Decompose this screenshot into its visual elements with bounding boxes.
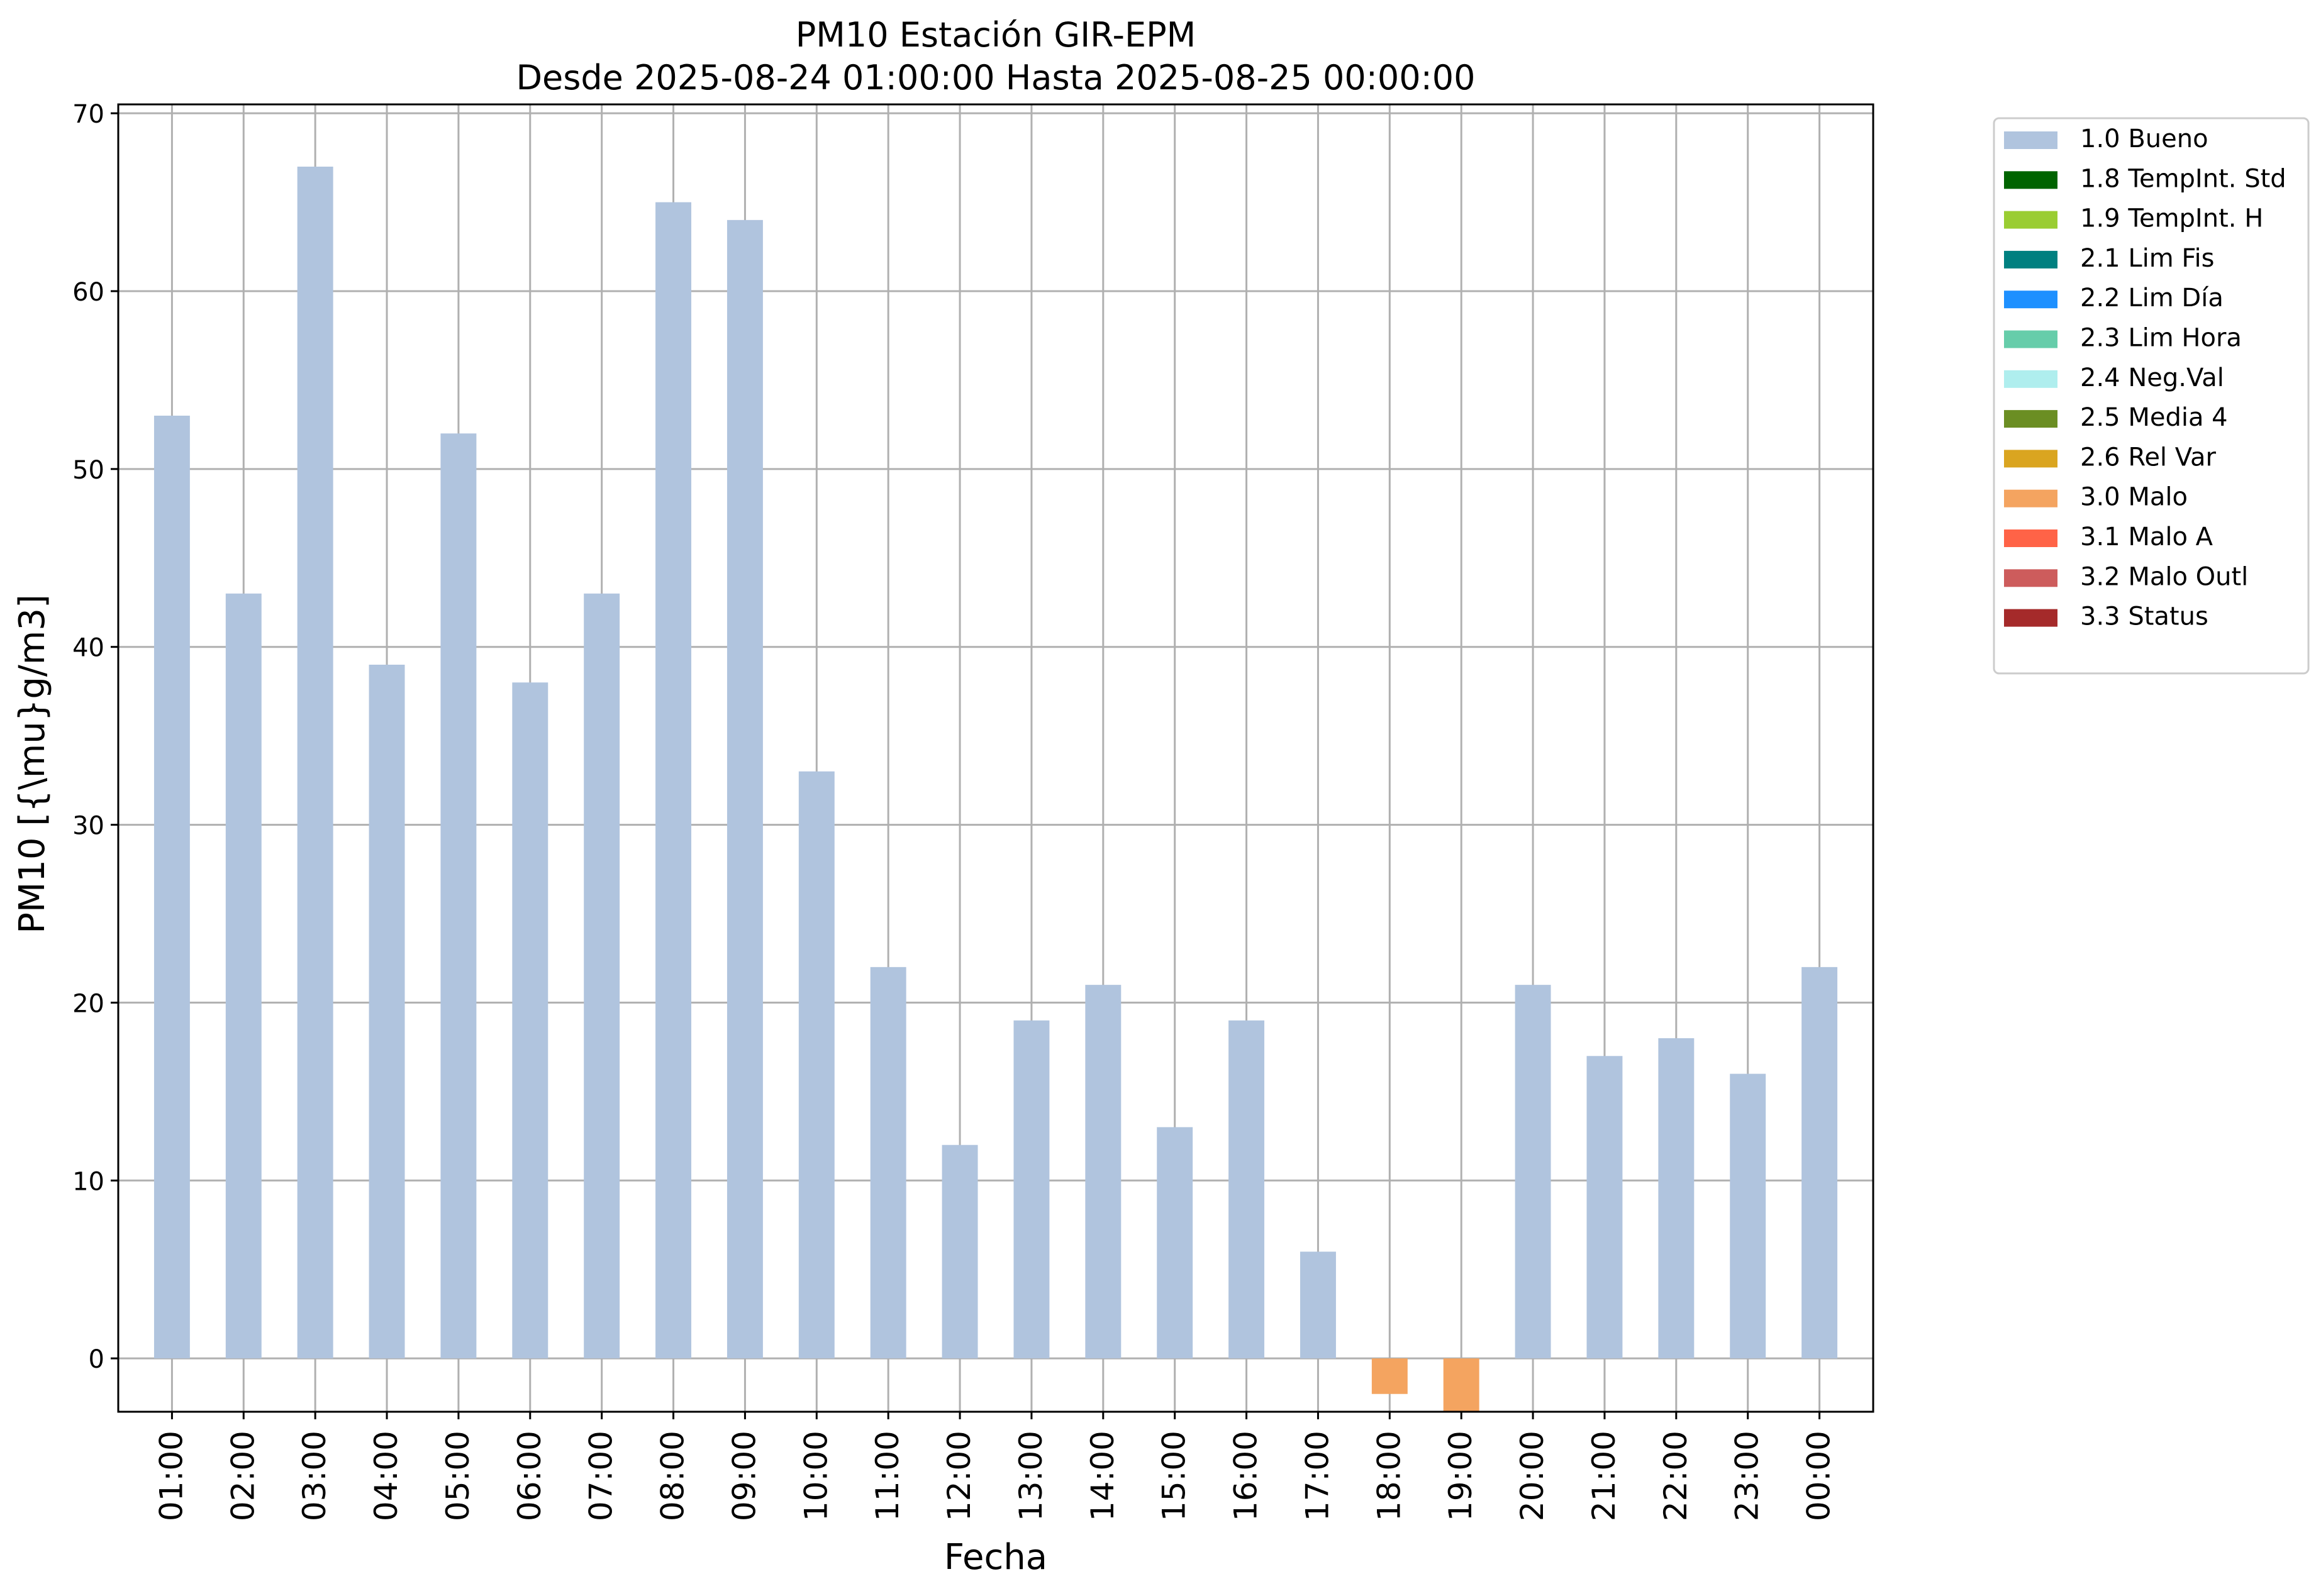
legend-label-2-2-lim-d-a: 2.2 Lim Día: [2080, 284, 2224, 313]
bar-1000: [798, 771, 835, 1359]
legend-swatch-3-1-malo-a: [2004, 529, 2057, 547]
x-tick-label: 22:00: [1657, 1431, 1694, 1521]
bar-0000: [1801, 967, 1838, 1359]
legend-swatch-3-2-malo-outl: [2004, 569, 2057, 587]
x-tick-label: 03:00: [296, 1431, 333, 1521]
legend-label-2-1-lim-fis: 2.1 Lim Fis: [2080, 244, 2214, 273]
chart-title: PM10 Estación GIR-EPM: [796, 15, 1196, 55]
bar-0600: [512, 682, 548, 1359]
legend-swatch-2-3-lim-hora: [2004, 330, 2057, 348]
x-tick-label: 19:00: [1442, 1431, 1479, 1521]
bar-0700: [584, 593, 620, 1359]
legend-label-1-9-tempint-h: 1.9 TempInt. H: [2080, 204, 2263, 233]
bar-1800: [1371, 1358, 1408, 1394]
bar-1700: [1300, 1251, 1336, 1359]
legend-label-1-0-bueno: 1.0 Bueno: [2080, 125, 2208, 153]
x-tick-label: 18:00: [1371, 1431, 1407, 1521]
bar-1400: [1085, 985, 1122, 1359]
y-axis: 0 10 20 30 40 50 60 70: [72, 100, 118, 1374]
y-tick-label: 0: [89, 1345, 104, 1374]
legend-frame: [1993, 117, 2310, 675]
x-tick-label: 13:00: [1013, 1431, 1049, 1521]
legend-swatch-1-9-tempint-h: [2004, 211, 2057, 229]
legend-label-1-8-tempint-std: 1.8 TempInt. Std: [2080, 164, 2286, 193]
y-tick-label: 20: [72, 989, 104, 1018]
legend-label-3-1-malo-a: 3.1 Malo A: [2080, 523, 2213, 551]
legend-label-2-3-lim-hora: 2.3 Lim Hora: [2080, 324, 2242, 353]
legend-label-2-4-neg-val: 2.4 Neg.Val: [2080, 363, 2224, 392]
legend-swatch-3-3-status: [2004, 609, 2057, 627]
bar-0100: [153, 416, 190, 1359]
bar-2100: [1586, 1056, 1623, 1359]
plot-frame: [117, 103, 1874, 1413]
bar-0300: [297, 167, 333, 1359]
y-tick-label: 30: [72, 812, 104, 841]
legend-label-3-2-malo-outl: 3.2 Malo Outl: [2080, 562, 2248, 591]
legend-label-3-3-status: 3.3 Status: [2080, 602, 2208, 631]
y-tick-label: 10: [72, 1167, 104, 1196]
legend-swatch-1-0-bueno: [2004, 131, 2057, 149]
x-axis-label: Fecha: [944, 1537, 1047, 1578]
x-tick-label: 20:00: [1514, 1431, 1550, 1521]
legend-label-2-5-media-4: 2.5 Media 4: [2080, 403, 2228, 432]
bar-1100: [870, 967, 906, 1359]
x-tick-label: 01:00: [153, 1431, 189, 1521]
legend-label-3-0-malo: 3.0 Malo: [2080, 483, 2188, 512]
legend-swatch-2-5-media-4: [2004, 410, 2057, 428]
x-tick-label: 00:00: [1801, 1431, 1837, 1521]
legend-swatch-2-2-lim-d-a: [2004, 291, 2057, 309]
x-tick-label: 23:00: [1729, 1431, 1766, 1521]
legend-swatch-2-6-rel-var: [2004, 450, 2057, 468]
bars: [153, 167, 1838, 1412]
chart-subtitle: Desde 2025-08-24 01:00:00 Hasta 2025-08-…: [516, 58, 1475, 97]
bar-0500: [440, 433, 477, 1359]
x-tick-label: 21:00: [1586, 1431, 1622, 1521]
legend-swatch-1-8-tempint-std: [2004, 171, 2057, 189]
y-tick-label: 50: [72, 456, 104, 485]
x-tick-label: 16:00: [1228, 1431, 1264, 1521]
legend-swatch-2-1-lim-fis: [2004, 250, 2057, 269]
bar-1200: [942, 1144, 978, 1359]
x-tick-label: 04:00: [368, 1431, 404, 1521]
x-tick-label: 07:00: [583, 1431, 620, 1521]
x-tick-label: 06:00: [511, 1431, 548, 1521]
x-tick-label: 12:00: [941, 1431, 977, 1521]
bar-2000: [1515, 985, 1551, 1359]
bar-0900: [727, 219, 763, 1359]
x-tick-label: 10:00: [798, 1431, 834, 1521]
x-tick-label: 08:00: [655, 1431, 691, 1521]
y-axis-label: PM10 [{\mu}g/m3]: [12, 594, 53, 934]
bar-0400: [369, 665, 405, 1359]
x-tick-label: 14:00: [1084, 1431, 1121, 1521]
x-tick-label: 05:00: [440, 1431, 476, 1521]
bar-1600: [1228, 1020, 1265, 1359]
x-axis: 01:00 02:00 03:00 04:00 05:00 06:00 07:00 08:00…: [153, 1412, 1837, 1521]
bar-0800: [655, 202, 692, 1359]
x-tick-label: 09:00: [726, 1431, 762, 1521]
x-tick-label: 15:00: [1156, 1431, 1193, 1521]
legend-swatch-3-0-malo: [2004, 489, 2057, 507]
bar-1900: [1443, 1358, 1479, 1412]
y-tick-label: 60: [72, 278, 104, 307]
x-tick-label: 11:00: [869, 1431, 906, 1521]
legend-swatch-2-4-neg-val: [2004, 370, 2057, 388]
bar-0200: [225, 593, 262, 1359]
x-tick-label: 17:00: [1299, 1431, 1335, 1521]
legend-label-2-6-rel-var: 2.6 Rel Var: [2080, 443, 2217, 472]
bar-2200: [1658, 1038, 1695, 1359]
bar-1500: [1157, 1127, 1193, 1359]
legend: 1.0 Bueno 1.8 TempInt. Std 1.9 TempInt. H 2…: [1993, 117, 2310, 675]
bar-1300: [1013, 1020, 1050, 1359]
bar-2300: [1730, 1073, 1766, 1359]
y-tick-label: 40: [72, 634, 104, 663]
y-tick-label: 70: [72, 100, 104, 129]
x-tick-label: 02:00: [225, 1431, 261, 1521]
